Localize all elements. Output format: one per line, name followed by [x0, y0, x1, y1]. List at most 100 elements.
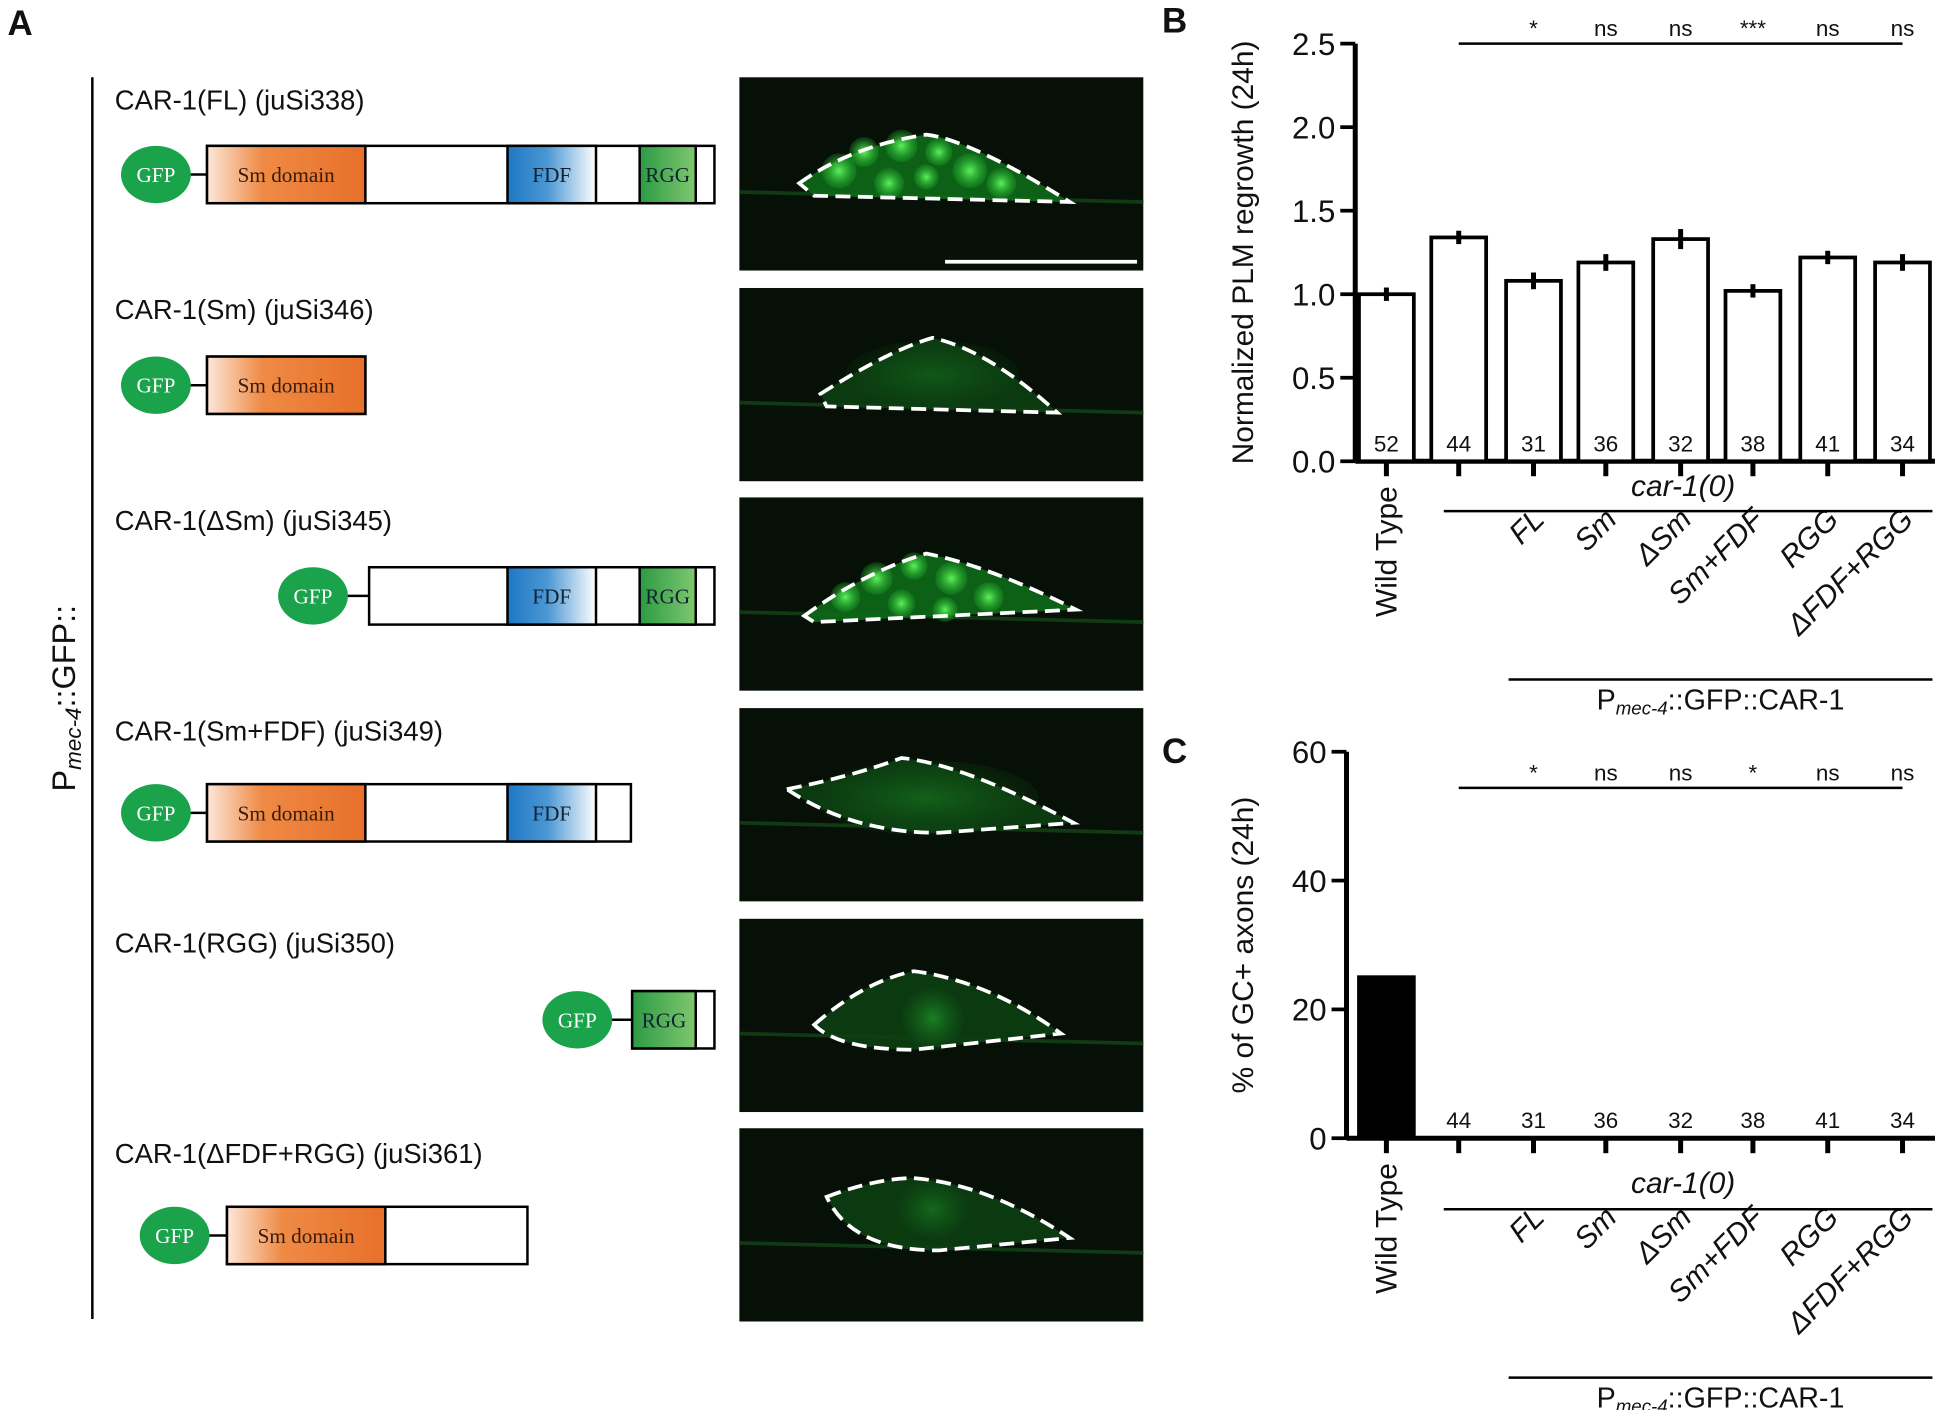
n-label: 32 — [1668, 431, 1693, 456]
significance-label: ns — [1816, 16, 1840, 41]
granule — [821, 153, 857, 189]
significance-label: ns — [1891, 760, 1915, 785]
construct-name: CAR-1(FL) (juSi338) — [115, 85, 365, 116]
n-label: 38 — [1740, 431, 1765, 456]
domain-box — [506, 782, 598, 843]
significance-label: ns — [1669, 760, 1693, 785]
cell-outline — [796, 132, 1077, 204]
gfp-shape — [121, 356, 191, 414]
granule — [887, 589, 916, 618]
label-part: ::GFP::CAR-1 — [1668, 1383, 1845, 1410]
significance-label: ns — [1816, 760, 1840, 785]
nucleus — [895, 1178, 971, 1241]
domain-label: Sm domain — [238, 801, 336, 825]
gfp-shape — [542, 991, 613, 1049]
domain-label: Sm domain — [258, 1224, 356, 1248]
granule — [849, 137, 880, 168]
cell-outline — [800, 551, 1084, 624]
granule — [913, 164, 939, 190]
domain-label: FDF — [532, 801, 571, 825]
category-label: Wild Type — [1370, 486, 1403, 617]
bar — [1357, 975, 1416, 1141]
y-tick-label: 0 — [1309, 1121, 1326, 1156]
domain-label: RGG — [645, 163, 690, 187]
significance-label: ns — [1594, 16, 1618, 41]
panel-letter: B — [1162, 1, 1187, 40]
n-label: 41 — [1815, 1108, 1840, 1133]
granule — [952, 153, 988, 189]
granule — [935, 562, 968, 595]
y-tick-label: 2.5 — [1292, 27, 1335, 62]
n-label: 52 — [1374, 431, 1399, 456]
granule — [874, 168, 904, 199]
domain-label: FDF — [532, 163, 571, 187]
construct-name: CAR-1(ΔFDF+RGG) (juSi361) — [115, 1138, 483, 1169]
construct-name: CAR-1(RGG) (juSi350) — [115, 927, 395, 958]
domain-box — [205, 782, 367, 843]
bar — [1651, 237, 1710, 464]
domain-label: Sm domain — [238, 163, 336, 187]
granule — [986, 168, 1017, 199]
domain-label: FDF — [532, 584, 571, 608]
n-label: 44 — [1446, 1108, 1471, 1133]
domain-box — [630, 989, 697, 1050]
significance-label: *** — [1740, 16, 1766, 41]
domain-box — [225, 1205, 387, 1266]
label-part: mec-4 — [1616, 697, 1668, 718]
cell-outline — [824, 1176, 1076, 1253]
significance-label: ns — [1669, 16, 1693, 41]
y-tick-label: 20 — [1292, 993, 1327, 1028]
panel-letter: C — [1162, 732, 1187, 771]
y-tick-label: 0.5 — [1292, 361, 1335, 396]
n-label: 34 — [1890, 1108, 1915, 1133]
domain-label: RGG — [645, 584, 690, 608]
domain-box — [638, 565, 697, 626]
cell-outline — [781, 756, 1081, 835]
y-axis-label: % of GC+ axons (24h) — [1227, 797, 1260, 1094]
n-label: 31 — [1521, 1108, 1546, 1133]
nucleus — [845, 340, 1020, 411]
cell-outline — [817, 335, 1063, 415]
y-tick-label: 40 — [1292, 864, 1327, 899]
y-tick-label: 1.5 — [1292, 194, 1335, 229]
category-label: Wild Type — [1370, 1163, 1403, 1294]
significance-label: * — [1749, 760, 1758, 785]
domain-box — [638, 144, 697, 205]
granule — [830, 582, 861, 613]
nucleus — [814, 760, 1039, 836]
n-label: 41 — [1815, 431, 1840, 456]
domain-label: GFP — [136, 801, 175, 825]
cell-outline — [811, 969, 1067, 1052]
n-label: 31 — [1521, 431, 1546, 456]
construct-name: CAR-1(Sm+FDF) (juSi349) — [115, 716, 443, 747]
domain-box — [506, 565, 598, 626]
significance-label: * — [1529, 760, 1538, 785]
gfp-shape — [121, 145, 191, 204]
construct-name: CAR-1(Sm) (juSi346) — [115, 294, 374, 325]
gfp-shape — [139, 1206, 210, 1265]
gfp-shape — [278, 567, 348, 625]
micrograph — [739, 77, 1144, 271]
micrograph — [739, 497, 1144, 691]
y-tick-label: 2.0 — [1292, 110, 1335, 145]
group-label: Pmec-4::GFP::CAR-1 — [1597, 1383, 1845, 1410]
label-part: mec-4 — [1616, 1395, 1668, 1410]
bar — [1429, 235, 1489, 464]
n-label: 44 — [1446, 431, 1471, 456]
domain-label: GFP — [294, 584, 333, 608]
panel-letter: A — [8, 4, 33, 43]
group-label: car-1(0) — [1631, 470, 1735, 503]
n-label: 34 — [1890, 431, 1915, 456]
label-part: mec-4 — [61, 707, 86, 769]
construct-name: CAR-1(ΔSm) (juSi345) — [115, 505, 392, 536]
significance-label: ns — [1891, 16, 1915, 41]
micrograph — [739, 1128, 1144, 1322]
y-axis-label: Normalized PLM regrowth (24h) — [1227, 41, 1260, 465]
domain-label: Sm domain — [238, 374, 336, 398]
granule — [932, 597, 958, 623]
label-part: P — [46, 770, 82, 792]
nucleus — [900, 986, 966, 1051]
granule — [885, 129, 918, 163]
label-part: P — [1597, 1383, 1616, 1410]
